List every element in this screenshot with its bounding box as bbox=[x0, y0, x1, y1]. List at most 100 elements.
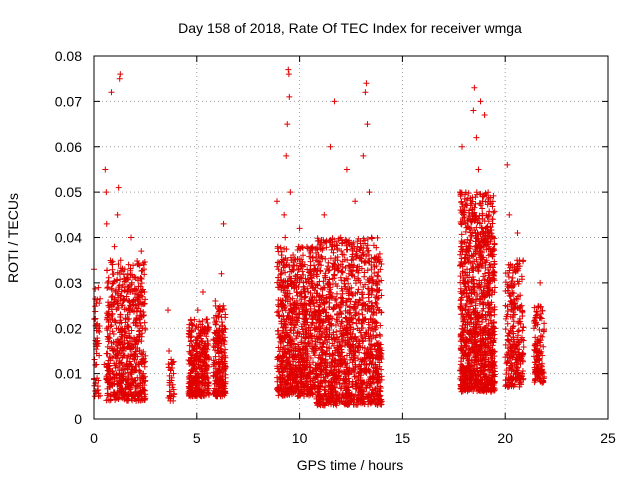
data-point bbox=[120, 365, 127, 372]
data-point bbox=[204, 320, 211, 327]
data-point bbox=[109, 328, 116, 335]
data-point bbox=[92, 303, 99, 310]
data-point bbox=[123, 274, 130, 281]
data-point bbox=[197, 321, 204, 328]
data-point bbox=[95, 387, 102, 394]
data-point bbox=[141, 312, 148, 319]
data-point bbox=[116, 350, 122, 357]
data-point bbox=[110, 380, 117, 387]
data-point bbox=[203, 333, 210, 340]
data-point bbox=[302, 294, 309, 301]
data-point bbox=[128, 338, 135, 345]
data-point bbox=[116, 339, 123, 346]
data-point bbox=[165, 364, 172, 371]
data-point bbox=[108, 343, 115, 350]
data-point bbox=[215, 314, 222, 321]
data-point bbox=[120, 281, 127, 288]
data-point bbox=[138, 275, 145, 282]
data-point bbox=[140, 309, 147, 316]
data-point bbox=[125, 393, 132, 400]
data-point bbox=[125, 383, 132, 390]
data-point bbox=[187, 372, 194, 379]
data-point bbox=[201, 349, 208, 356]
data-point bbox=[128, 327, 135, 334]
data-point bbox=[196, 364, 203, 371]
data-point bbox=[110, 339, 117, 346]
data-point bbox=[125, 261, 132, 268]
data-point bbox=[105, 310, 112, 317]
data-point bbox=[133, 317, 140, 324]
data-point bbox=[114, 381, 121, 388]
data-point bbox=[142, 352, 149, 359]
data-point bbox=[278, 267, 285, 274]
data-point bbox=[135, 291, 142, 298]
data-point bbox=[170, 370, 177, 377]
data-point bbox=[211, 381, 218, 388]
data-point bbox=[114, 355, 121, 362]
data-point bbox=[91, 356, 98, 363]
data-point bbox=[194, 335, 201, 342]
data-point bbox=[117, 359, 124, 366]
data-point bbox=[124, 369, 131, 376]
data-point bbox=[311, 287, 318, 294]
data-point bbox=[140, 260, 147, 267]
data-point bbox=[127, 272, 134, 279]
data-point bbox=[111, 296, 118, 303]
data-point bbox=[92, 285, 99, 292]
data-point bbox=[189, 352, 196, 359]
data-point bbox=[96, 300, 103, 307]
data-point bbox=[210, 369, 217, 376]
data-point bbox=[274, 245, 281, 252]
data-point bbox=[96, 328, 103, 335]
data-point bbox=[109, 280, 116, 287]
data-point bbox=[106, 335, 113, 342]
data-point bbox=[214, 391, 221, 398]
data-point bbox=[213, 370, 220, 377]
data-point bbox=[128, 281, 135, 288]
data-point bbox=[212, 353, 219, 360]
data-point bbox=[213, 318, 220, 325]
data-point bbox=[217, 374, 224, 381]
data-point bbox=[215, 361, 222, 368]
data-point bbox=[136, 393, 143, 400]
data-point bbox=[142, 358, 149, 365]
data-point bbox=[296, 310, 303, 317]
data-point bbox=[108, 322, 115, 329]
data-point bbox=[141, 363, 148, 370]
data-point bbox=[141, 271, 148, 278]
data-point bbox=[221, 349, 228, 356]
data-point bbox=[139, 351, 146, 358]
data-point bbox=[112, 364, 119, 371]
data-point bbox=[134, 258, 141, 265]
data-point bbox=[222, 314, 229, 321]
data-point bbox=[300, 271, 307, 278]
data-point bbox=[203, 367, 210, 374]
data-point bbox=[212, 321, 219, 328]
data-point bbox=[221, 380, 228, 387]
data-point bbox=[123, 378, 130, 385]
data-point bbox=[126, 330, 133, 337]
data-point bbox=[118, 367, 125, 374]
data-point bbox=[142, 296, 149, 303]
data-point bbox=[97, 295, 104, 302]
data-point bbox=[121, 337, 128, 344]
data-point bbox=[103, 325, 110, 332]
data-point bbox=[130, 262, 137, 269]
data-point bbox=[107, 323, 114, 330]
data-point bbox=[186, 324, 193, 331]
data-point bbox=[190, 360, 197, 367]
data-point bbox=[95, 393, 102, 400]
data-point bbox=[116, 270, 123, 277]
data-point bbox=[104, 267, 111, 274]
data-point bbox=[212, 330, 219, 337]
data-point bbox=[132, 286, 139, 293]
data-point bbox=[217, 383, 224, 390]
data-point bbox=[118, 394, 125, 401]
data-point bbox=[125, 297, 132, 304]
data-point bbox=[123, 354, 130, 361]
data-point bbox=[135, 261, 142, 268]
data-point bbox=[203, 355, 210, 362]
data-point bbox=[202, 360, 209, 367]
data-point bbox=[127, 389, 134, 396]
